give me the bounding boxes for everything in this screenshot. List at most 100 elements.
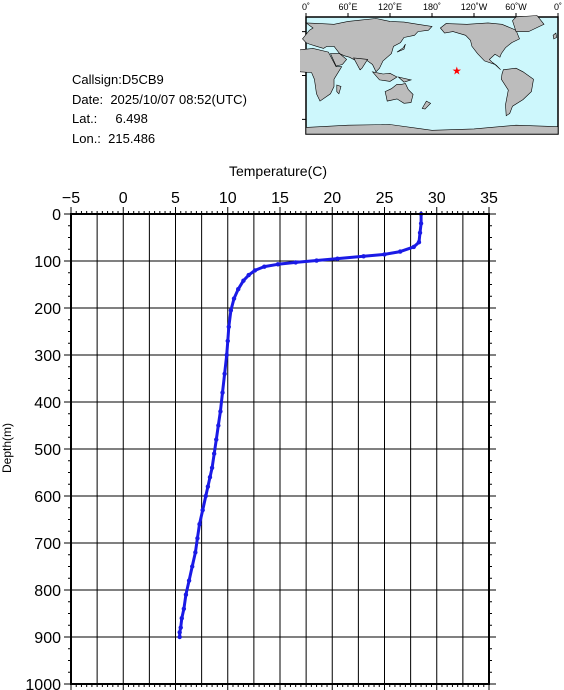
profile-point bbox=[293, 260, 298, 265]
map-longitude-label: 180˚ bbox=[423, 2, 441, 12]
lon-value: 215.486 bbox=[108, 130, 156, 146]
profile-point bbox=[275, 262, 281, 267]
land-mass bbox=[397, 76, 413, 83]
lat-row: Lat.: 6.498 bbox=[72, 109, 247, 129]
profile-point bbox=[178, 625, 183, 630]
callsign-value: D5CB9 bbox=[121, 72, 164, 87]
profile-point bbox=[218, 409, 223, 414]
y-tick-label: 900 bbox=[34, 630, 61, 647]
temperature-profile-points bbox=[177, 211, 424, 640]
x-tick-label: 25 bbox=[376, 190, 394, 207]
y-tick-label: 800 bbox=[34, 583, 61, 600]
x-tick-labels: −5 0 5 10 15 20 25 30 35 bbox=[62, 190, 498, 207]
y-tick-label: 300 bbox=[34, 348, 61, 365]
profile-point bbox=[207, 475, 213, 480]
profile-point bbox=[200, 507, 205, 513]
profile-point bbox=[262, 264, 267, 269]
profile-point bbox=[411, 244, 416, 250]
profile-point bbox=[226, 324, 231, 329]
land-mass bbox=[396, 43, 406, 53]
callsign-row: Callsign:D5CB9 bbox=[72, 70, 247, 90]
x-tick-label: 30 bbox=[428, 190, 446, 207]
y-axis-label: Depth(m) bbox=[0, 423, 14, 473]
profile-point bbox=[214, 437, 219, 442]
y-tick-labels: 0 100 200 300 400 500 600 700 800 900 1000 bbox=[25, 207, 61, 690]
map-longitude-label: 0˚ bbox=[302, 2, 310, 12]
x-tick-label: 10 bbox=[219, 190, 237, 207]
profile-point bbox=[177, 630, 182, 635]
x-tick-label: 0 bbox=[119, 190, 128, 207]
profile-point bbox=[397, 249, 403, 254]
profile-point bbox=[231, 296, 237, 301]
map-longitude-label: 0˚ bbox=[554, 2, 562, 12]
land-mass bbox=[336, 84, 342, 95]
plot-frame bbox=[70, 213, 490, 685]
land-mass bbox=[330, 53, 348, 67]
profile-point bbox=[236, 287, 241, 292]
land-mass bbox=[552, 32, 557, 40]
land-mass bbox=[305, 124, 559, 135]
profile-point bbox=[314, 258, 319, 263]
map-longitude-label: 60˚W bbox=[505, 2, 527, 12]
profile-point bbox=[195, 536, 200, 541]
land-mass bbox=[421, 100, 432, 110]
map-land bbox=[300, 15, 559, 135]
profile-point bbox=[190, 564, 195, 569]
land-mass bbox=[500, 67, 534, 117]
lon-label: Lon.: bbox=[72, 130, 101, 146]
station-info: Callsign:D5CB9 Date: 2025/10/07 08:52(UT… bbox=[72, 70, 247, 148]
date-value: 2025/10/07 08:52(UTC) bbox=[110, 91, 247, 107]
profile-point bbox=[209, 465, 215, 470]
land-mass bbox=[512, 15, 545, 32]
x-axis-label: Temperature(C) bbox=[229, 163, 327, 179]
profile-point bbox=[225, 338, 230, 344]
y-tick-label: 400 bbox=[34, 395, 61, 412]
profile-point bbox=[177, 634, 182, 640]
land-mass bbox=[439, 22, 520, 70]
x-tick-label: 15 bbox=[271, 190, 289, 207]
x-tick-label: 35 bbox=[480, 190, 498, 207]
land-mass bbox=[300, 48, 343, 102]
y-tick-label: 0 bbox=[52, 207, 61, 224]
x-tick-label: −5 bbox=[62, 190, 80, 207]
profile-point bbox=[361, 254, 366, 259]
map-longitude-label: 120˚W bbox=[461, 2, 488, 12]
y-tick-label: 700 bbox=[34, 536, 61, 553]
x-tick-label: 20 bbox=[323, 190, 341, 207]
callsign-label: Callsign: bbox=[72, 72, 122, 87]
profile-point bbox=[183, 592, 189, 597]
profile-point bbox=[220, 390, 225, 395]
land-mass bbox=[353, 57, 369, 71]
profile-point bbox=[228, 308, 234, 313]
map-longitude-label: 120˚E bbox=[378, 2, 402, 12]
profile-point bbox=[224, 352, 229, 358]
y-tick-label: 100 bbox=[34, 254, 61, 271]
y-tick-label: 500 bbox=[34, 442, 61, 459]
profile-point bbox=[222, 371, 227, 376]
profile-point bbox=[181, 606, 187, 611]
map-ticks bbox=[302, 13, 559, 120]
profile-point bbox=[205, 484, 211, 489]
profile-point bbox=[252, 268, 258, 273]
profile-point bbox=[179, 616, 184, 621]
lat-value: 6.498 bbox=[115, 111, 148, 126]
y-tick-label: 200 bbox=[34, 301, 61, 318]
profile-point bbox=[418, 221, 424, 226]
y-tick-label: 600 bbox=[34, 489, 61, 506]
lat-label: Lat.: bbox=[72, 111, 98, 126]
profile-point bbox=[197, 522, 202, 527]
profile-point bbox=[335, 256, 340, 261]
profile-point bbox=[241, 278, 246, 283]
chart-grid bbox=[70, 213, 490, 685]
profile-point bbox=[203, 493, 209, 499]
x-tick-label: 5 bbox=[171, 190, 180, 207]
profile-point bbox=[246, 272, 251, 278]
red-star-icon: ★ bbox=[452, 66, 462, 78]
profile-point bbox=[216, 423, 221, 428]
land-mass bbox=[302, 18, 433, 73]
y-tick-label: 1000 bbox=[25, 677, 61, 690]
land-mass bbox=[371, 71, 398, 82]
profile-point bbox=[417, 230, 423, 235]
